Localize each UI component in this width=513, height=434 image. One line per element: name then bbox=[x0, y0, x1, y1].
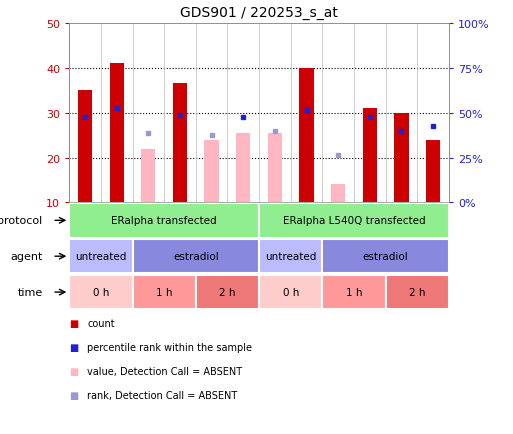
Bar bbox=[196, 275, 259, 309]
Text: rank, Detection Call = ABSENT: rank, Detection Call = ABSENT bbox=[87, 390, 238, 400]
Bar bbox=[363, 109, 377, 203]
Text: ERalpha L540Q transfected: ERalpha L540Q transfected bbox=[283, 216, 425, 226]
Bar bbox=[69, 275, 132, 309]
Text: 0 h: 0 h bbox=[93, 287, 109, 297]
Bar bbox=[259, 240, 322, 274]
Text: ERalpha transfected: ERalpha transfected bbox=[111, 216, 217, 226]
Bar bbox=[110, 64, 124, 203]
Bar bbox=[331, 185, 345, 203]
Text: 0 h: 0 h bbox=[283, 287, 299, 297]
Text: estradiol: estradiol bbox=[363, 252, 408, 262]
Text: protocol: protocol bbox=[0, 216, 43, 226]
Text: ■: ■ bbox=[69, 319, 78, 328]
Bar bbox=[173, 84, 187, 203]
Bar bbox=[322, 275, 386, 309]
Bar bbox=[69, 240, 132, 274]
Bar bbox=[69, 204, 259, 238]
Bar bbox=[426, 140, 440, 203]
Text: value, Detection Call = ABSENT: value, Detection Call = ABSENT bbox=[87, 366, 242, 376]
Text: 1 h: 1 h bbox=[346, 287, 362, 297]
Text: 2 h: 2 h bbox=[409, 287, 425, 297]
Text: time: time bbox=[17, 287, 43, 297]
Text: ■: ■ bbox=[69, 366, 78, 376]
Bar bbox=[322, 240, 449, 274]
Bar bbox=[132, 275, 196, 309]
Text: agent: agent bbox=[10, 252, 43, 262]
Text: ■: ■ bbox=[69, 342, 78, 352]
Bar bbox=[386, 275, 449, 309]
Bar bbox=[394, 113, 408, 203]
Text: untreated: untreated bbox=[75, 252, 127, 262]
Text: ■: ■ bbox=[69, 390, 78, 400]
Bar bbox=[300, 69, 313, 203]
Bar bbox=[259, 204, 449, 238]
Bar bbox=[205, 140, 219, 203]
Bar bbox=[259, 275, 322, 309]
Bar bbox=[141, 149, 155, 203]
Text: count: count bbox=[87, 319, 115, 328]
Text: untreated: untreated bbox=[265, 252, 317, 262]
Text: percentile rank within the sample: percentile rank within the sample bbox=[87, 342, 252, 352]
Title: GDS901 / 220253_s_at: GDS901 / 220253_s_at bbox=[180, 6, 338, 20]
Text: estradiol: estradiol bbox=[173, 252, 219, 262]
Bar bbox=[236, 134, 250, 203]
Text: 1 h: 1 h bbox=[156, 287, 172, 297]
Text: 2 h: 2 h bbox=[219, 287, 235, 297]
Bar bbox=[78, 91, 92, 203]
Bar bbox=[132, 240, 259, 274]
Bar bbox=[268, 134, 282, 203]
